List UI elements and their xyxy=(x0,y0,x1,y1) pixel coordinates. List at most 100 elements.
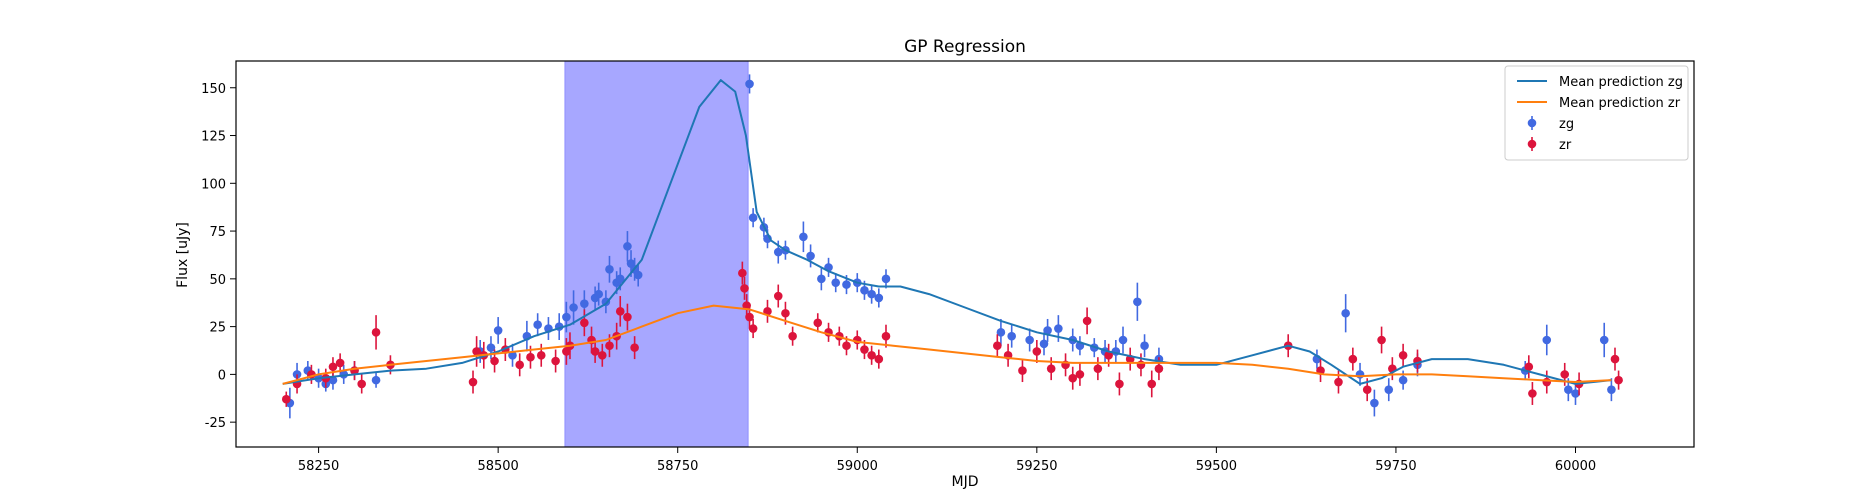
data-point-zg-38 xyxy=(817,274,826,284)
data-point-zg-47 xyxy=(996,328,1006,337)
data-point-zr-67 xyxy=(1348,354,1358,364)
data-point-zr-7 xyxy=(357,379,366,389)
data-point-zg-67 xyxy=(1398,375,1408,385)
data-point-zr-45 xyxy=(867,350,876,360)
mean-line-1 xyxy=(282,79,1612,385)
x-tick-label-0: 58250 xyxy=(298,459,339,474)
data-point-zr-79 xyxy=(1614,375,1623,385)
data-point-zr-56 xyxy=(1082,316,1092,326)
data-point-zg-45 xyxy=(874,293,884,303)
data-point-zr-76 xyxy=(1560,370,1570,379)
data-point-zr-39 xyxy=(813,318,823,328)
series-zg xyxy=(285,74,1616,419)
data-point-zg-14 xyxy=(533,320,542,330)
data-point-zr-23 xyxy=(590,347,600,356)
data-point-zg-41 xyxy=(842,280,851,289)
data-point-zr-51 xyxy=(1032,347,1042,356)
data-point-zg-29 xyxy=(633,270,643,280)
legend-swatch-3 xyxy=(1527,139,1537,149)
data-point-zg-8 xyxy=(371,375,381,385)
data-point-zg-60 xyxy=(1140,341,1149,351)
data-point-zr-27 xyxy=(615,307,625,316)
data-point-zr-71 xyxy=(1398,350,1408,360)
data-point-zr-66 xyxy=(1334,377,1343,387)
axes-frame xyxy=(235,60,1695,448)
x-tick-label-2: 58750 xyxy=(657,459,698,474)
data-point-zr-55 xyxy=(1075,370,1085,379)
data-point-zr-59 xyxy=(1115,379,1124,389)
legend-label-0: Mean prediction zg xyxy=(1559,75,1683,90)
data-point-zr-25 xyxy=(605,341,614,351)
data-point-zg-63 xyxy=(1341,308,1350,318)
legend-label-1: Mean prediction zr xyxy=(1559,96,1681,111)
data-point-zg-18 xyxy=(569,303,578,312)
chart-title: GP Regression xyxy=(904,37,1026,57)
data-point-zg-37 xyxy=(806,251,815,261)
y-tick-label-1: 0 xyxy=(218,368,226,383)
data-point-zg-31 xyxy=(748,213,758,222)
data-point-zr-52 xyxy=(1046,364,1056,373)
legend-label-2: zg xyxy=(1559,117,1574,132)
data-point-zr-4 xyxy=(328,362,338,372)
legend-box xyxy=(1504,65,1689,161)
legend-label-3: zr xyxy=(1559,138,1572,153)
data-point-zg-73 xyxy=(1599,335,1609,345)
data-point-zr-78 xyxy=(1610,354,1620,364)
data-point-zr-30 xyxy=(738,268,747,278)
y-tick-label-6: 125 xyxy=(201,130,226,145)
data-point-zg-12 xyxy=(508,350,517,360)
data-point-zg-52 xyxy=(1054,324,1063,333)
y-tick-label-7: 150 xyxy=(201,82,226,97)
data-point-zr-21 xyxy=(580,318,589,328)
data-point-zr-37 xyxy=(781,308,790,318)
data-point-zg-51 xyxy=(1043,326,1052,335)
data-point-zg-50 xyxy=(1039,339,1049,349)
data-point-zr-24 xyxy=(597,350,607,360)
data-point-zg-70 xyxy=(1542,335,1552,345)
mean-line-2 xyxy=(282,304,1612,385)
data-point-zr-47 xyxy=(881,331,891,341)
data-point-zr-5 xyxy=(335,358,345,368)
y-tick-label-4: 75 xyxy=(209,225,226,240)
data-point-zr-44 xyxy=(860,345,869,354)
data-point-zr-50 xyxy=(1018,366,1027,375)
data-point-zg-11 xyxy=(493,326,503,335)
data-point-zg-44 xyxy=(867,289,876,299)
data-point-zr-69 xyxy=(1377,335,1386,345)
data-point-zg-25 xyxy=(615,274,625,284)
data-point-zg-19 xyxy=(580,299,589,308)
data-point-zg-72 xyxy=(1571,389,1580,398)
data-point-zr-46 xyxy=(874,354,884,364)
legend: Mean prediction zg Mean prediction zr zg zr xyxy=(1504,65,1689,161)
data-point-zg-64 xyxy=(1355,370,1365,379)
data-point-zr-61 xyxy=(1136,360,1146,370)
data-point-zr-63 xyxy=(1154,364,1164,373)
data-point-zg-30 xyxy=(745,79,754,89)
data-point-zr-29 xyxy=(630,343,639,352)
data-point-zr-0 xyxy=(281,394,291,404)
data-point-zr-74 xyxy=(1524,362,1534,372)
y-tick-label-5: 100 xyxy=(201,177,226,192)
data-point-zr-58 xyxy=(1104,350,1113,360)
data-point-zg-40 xyxy=(831,278,841,287)
data-point-zr-33 xyxy=(745,312,754,322)
data-point-zg-17 xyxy=(562,312,571,322)
y-tick-label-2: 25 xyxy=(209,321,226,336)
data-point-zr-57 xyxy=(1093,364,1103,373)
x-tick-label-1: 58500 xyxy=(477,459,518,474)
data-point-zr-75 xyxy=(1542,377,1552,387)
y-axis-label: Flux [uJy] xyxy=(175,222,191,288)
x-tick-label-7: 60000 xyxy=(1555,459,1596,474)
data-point-zg-74 xyxy=(1607,385,1616,394)
data-point-zr-68 xyxy=(1362,385,1372,394)
x-tick-label-3: 59000 xyxy=(837,459,878,474)
data-point-zg-23 xyxy=(605,264,614,274)
shaded-region xyxy=(564,60,749,448)
data-point-zg-10 xyxy=(486,343,496,352)
x-tick-label-4: 59250 xyxy=(1016,459,1057,474)
data-point-zg-5 xyxy=(328,375,338,385)
data-point-zr-17 xyxy=(536,350,546,360)
data-point-zg-26 xyxy=(623,242,632,251)
